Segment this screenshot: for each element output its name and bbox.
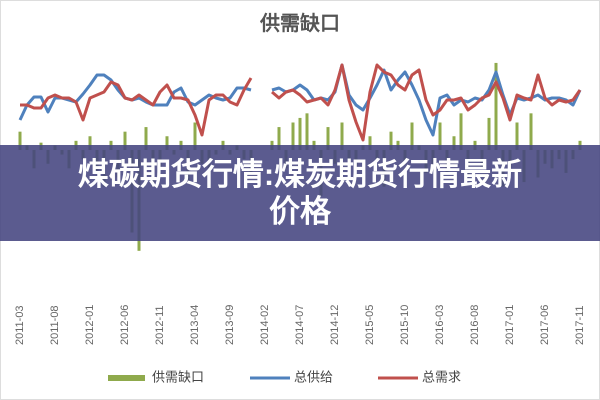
bar [438,122,442,150]
banner-text: 煤碳期货行情:煤炭期货行情最新价格 [77,157,523,229]
x-tick-label: 2011-03 [14,305,26,345]
bar [368,136,372,150]
bar [18,131,22,150]
x-tick-label: 2015-05 [364,305,376,345]
chart-title: 供需缺口 [259,11,340,35]
x-tick-label: 2012-01 [84,305,96,345]
bar [452,136,456,150]
bar [277,127,281,150]
x-tick-label: 2014-02 [259,305,271,345]
legend-label: 总供给 [294,369,333,384]
bar [305,113,309,150]
x-tick-label: 2017-06 [539,305,551,345]
bar [340,122,344,150]
bar [144,127,148,150]
bar [487,117,491,150]
bar [459,113,463,150]
x-tick-label: 2011-08 [49,305,61,345]
bar [165,136,169,150]
x-tick-label: 2014-12 [329,305,341,345]
bar [298,117,302,150]
x-tick-label: 2012-06 [119,305,131,345]
legend-label: 总需求 [422,369,461,384]
x-tick-label: 2013-09 [224,305,236,345]
bar [410,122,414,150]
bar [123,131,127,150]
x-tick-label: 2017-01 [504,305,516,345]
x-tick-label: 2017-11 [574,305,586,345]
bar [88,136,92,150]
bar [193,122,197,150]
bar [326,127,330,150]
x-tick-label: 2016-03 [434,305,446,345]
legend-swatch [108,375,145,381]
line [20,63,582,142]
banner: 煤碳期货行情:煤炭期货行情最新价格 [0,145,600,241]
x-tick-label: 2014-07 [294,305,306,345]
bar [389,131,393,150]
bar [515,122,519,150]
legend-label: 供需缺口 [152,369,204,384]
bar [529,113,533,150]
bar [494,62,498,150]
bar [291,122,295,150]
x-tick-label: 2016-08 [469,305,481,345]
x-tick-label: 2013-04 [189,305,201,345]
x-tick-label: 2012-11 [154,305,166,345]
x-tick-label: 2015-10 [399,305,411,345]
